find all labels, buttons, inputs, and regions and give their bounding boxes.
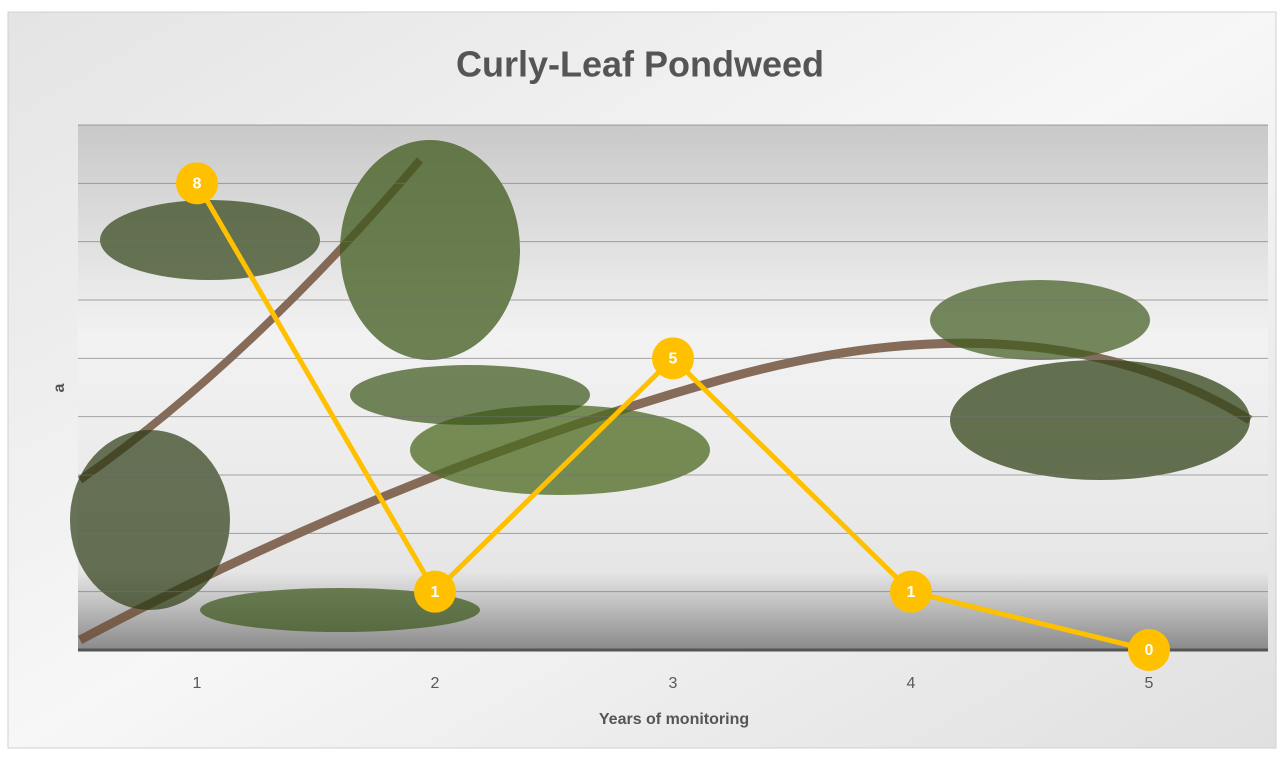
x-tick-label: 1	[193, 675, 202, 692]
x-tick-label: 4	[907, 675, 916, 692]
page: Curly-Leaf Pondweed Years of monitoring …	[0, 0, 1283, 758]
x-axis-label: Years of monitoring	[599, 711, 749, 728]
data-label: 0	[1145, 642, 1154, 659]
data-label: 1	[431, 584, 440, 601]
x-tick-label: 5	[1145, 675, 1154, 692]
chart-title: Curly-Leaf Pondweed	[456, 44, 824, 85]
data-label: 5	[669, 351, 678, 368]
data-label: 1	[907, 584, 916, 601]
x-tick-label: 3	[669, 675, 678, 692]
plant-photo	[70, 125, 1268, 650]
chart: Curly-Leaf Pondweed Years of monitoring …	[0, 0, 1283, 758]
x-tick-label: 2	[431, 675, 440, 692]
data-label: 8	[193, 176, 202, 193]
y-axis-label: a	[51, 383, 68, 392]
